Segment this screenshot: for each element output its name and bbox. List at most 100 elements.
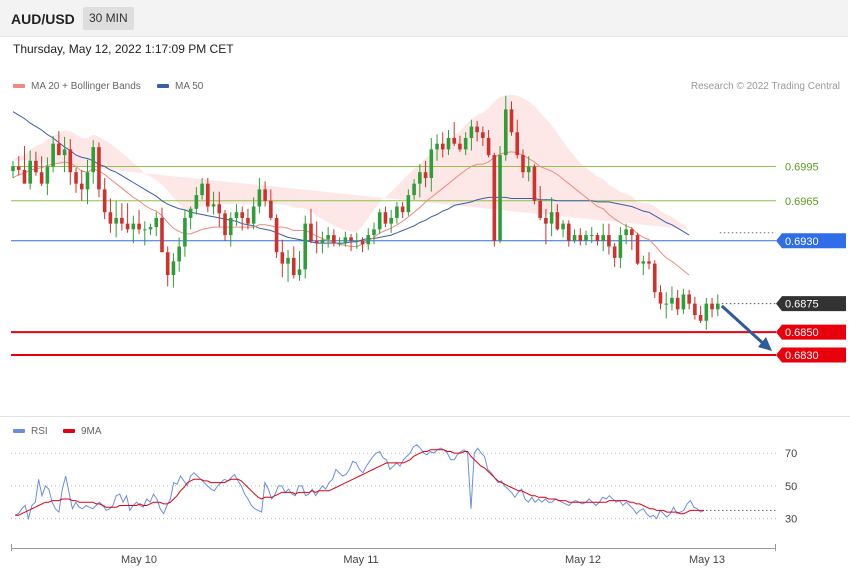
candle-body	[177, 246, 181, 262]
candle	[630, 227, 634, 250]
candle-body	[137, 223, 141, 230]
candle	[469, 119, 474, 151]
candle	[670, 286, 674, 311]
candle	[584, 230, 588, 246]
candle-body	[251, 206, 256, 224]
candle	[45, 157, 50, 196]
candle	[263, 181, 267, 207]
candle-body	[314, 240, 319, 244]
candle	[34, 151, 38, 176]
candle	[607, 223, 611, 255]
candle	[681, 288, 686, 314]
candle	[544, 208, 548, 245]
candle	[555, 204, 560, 231]
rsi-tick-label-30: 30	[785, 514, 797, 526]
candle-body	[687, 294, 691, 304]
candle-body	[549, 212, 554, 224]
candle	[618, 227, 623, 269]
candle-body	[400, 206, 405, 213]
candle	[114, 200, 118, 238]
candle-body	[286, 257, 290, 264]
candle	[446, 129, 451, 156]
candle-body	[68, 149, 73, 173]
candle-body	[148, 227, 153, 230]
timeframe-button[interactable]: 30 MIN	[83, 7, 134, 30]
candle-body	[355, 240, 359, 242]
candle-body	[446, 137, 451, 150]
candle-body	[578, 235, 583, 241]
candle	[148, 223, 153, 236]
candle-body	[326, 235, 330, 240]
candle-body	[435, 143, 439, 150]
candle-body	[675, 297, 680, 310]
candle-body	[320, 239, 325, 244]
legend-rsi-swatch	[13, 429, 25, 434]
candle-body	[406, 195, 411, 213]
candle-body	[630, 229, 634, 236]
candle	[309, 208, 313, 244]
candle-body	[693, 303, 697, 316]
candle-body	[16, 166, 21, 170]
candle-body	[269, 200, 273, 218]
candle	[211, 191, 216, 215]
candle	[177, 237, 181, 272]
x-tick-label: May 13	[689, 554, 725, 566]
candle-body	[647, 261, 651, 264]
candle-body	[171, 261, 176, 276]
candle	[475, 120, 479, 142]
candle	[303, 215, 308, 279]
candle	[337, 237, 342, 247]
candle	[286, 249, 290, 282]
candle	[137, 209, 141, 234]
candle	[320, 231, 325, 254]
candle	[377, 208, 382, 234]
candle-body	[206, 183, 210, 207]
legend-rsi: RSI	[13, 426, 48, 437]
candle	[125, 203, 130, 233]
candle-body	[469, 126, 474, 138]
candle-body	[114, 217, 118, 224]
bollinger-band-area	[13, 94, 690, 232]
candle-body	[309, 223, 313, 241]
rsi-tick-label-70: 70	[785, 448, 797, 460]
candle	[85, 159, 90, 205]
candle-body	[538, 200, 542, 218]
candle	[326, 227, 330, 248]
candle-body	[544, 217, 548, 224]
candle	[372, 222, 376, 245]
candle-body	[160, 217, 164, 253]
candle-body	[440, 143, 445, 150]
candle-body	[234, 212, 239, 218]
candle	[715, 294, 720, 317]
candle	[206, 177, 210, 213]
candle-body	[670, 297, 674, 304]
legend-rsi-ma: 9MA	[63, 426, 102, 437]
candle	[549, 197, 554, 237]
candle	[412, 179, 416, 200]
candle	[269, 189, 273, 221]
candle	[68, 139, 73, 185]
candle-body	[503, 109, 508, 156]
candle-body	[194, 195, 199, 209]
candle	[452, 121, 457, 146]
candle-body	[240, 212, 244, 218]
candle-body	[217, 204, 222, 214]
candle	[171, 253, 176, 288]
candle-body	[704, 303, 709, 321]
candle-body	[498, 155, 502, 241]
candle-body	[635, 235, 640, 264]
candle-body	[332, 235, 336, 244]
candle-body	[297, 269, 302, 276]
level-tag-0.6930	[776, 233, 846, 249]
candle	[440, 132, 445, 158]
legend-ma20-label: MA 20 + Bollinger Bands	[31, 81, 141, 92]
candle-body	[154, 217, 159, 228]
rsi-tick-label-50: 50	[785, 481, 797, 493]
candle	[572, 229, 577, 244]
candle-body	[715, 303, 720, 310]
candle-body	[91, 147, 96, 173]
candle	[710, 297, 714, 318]
candle	[567, 220, 571, 247]
candle-body	[62, 149, 67, 156]
